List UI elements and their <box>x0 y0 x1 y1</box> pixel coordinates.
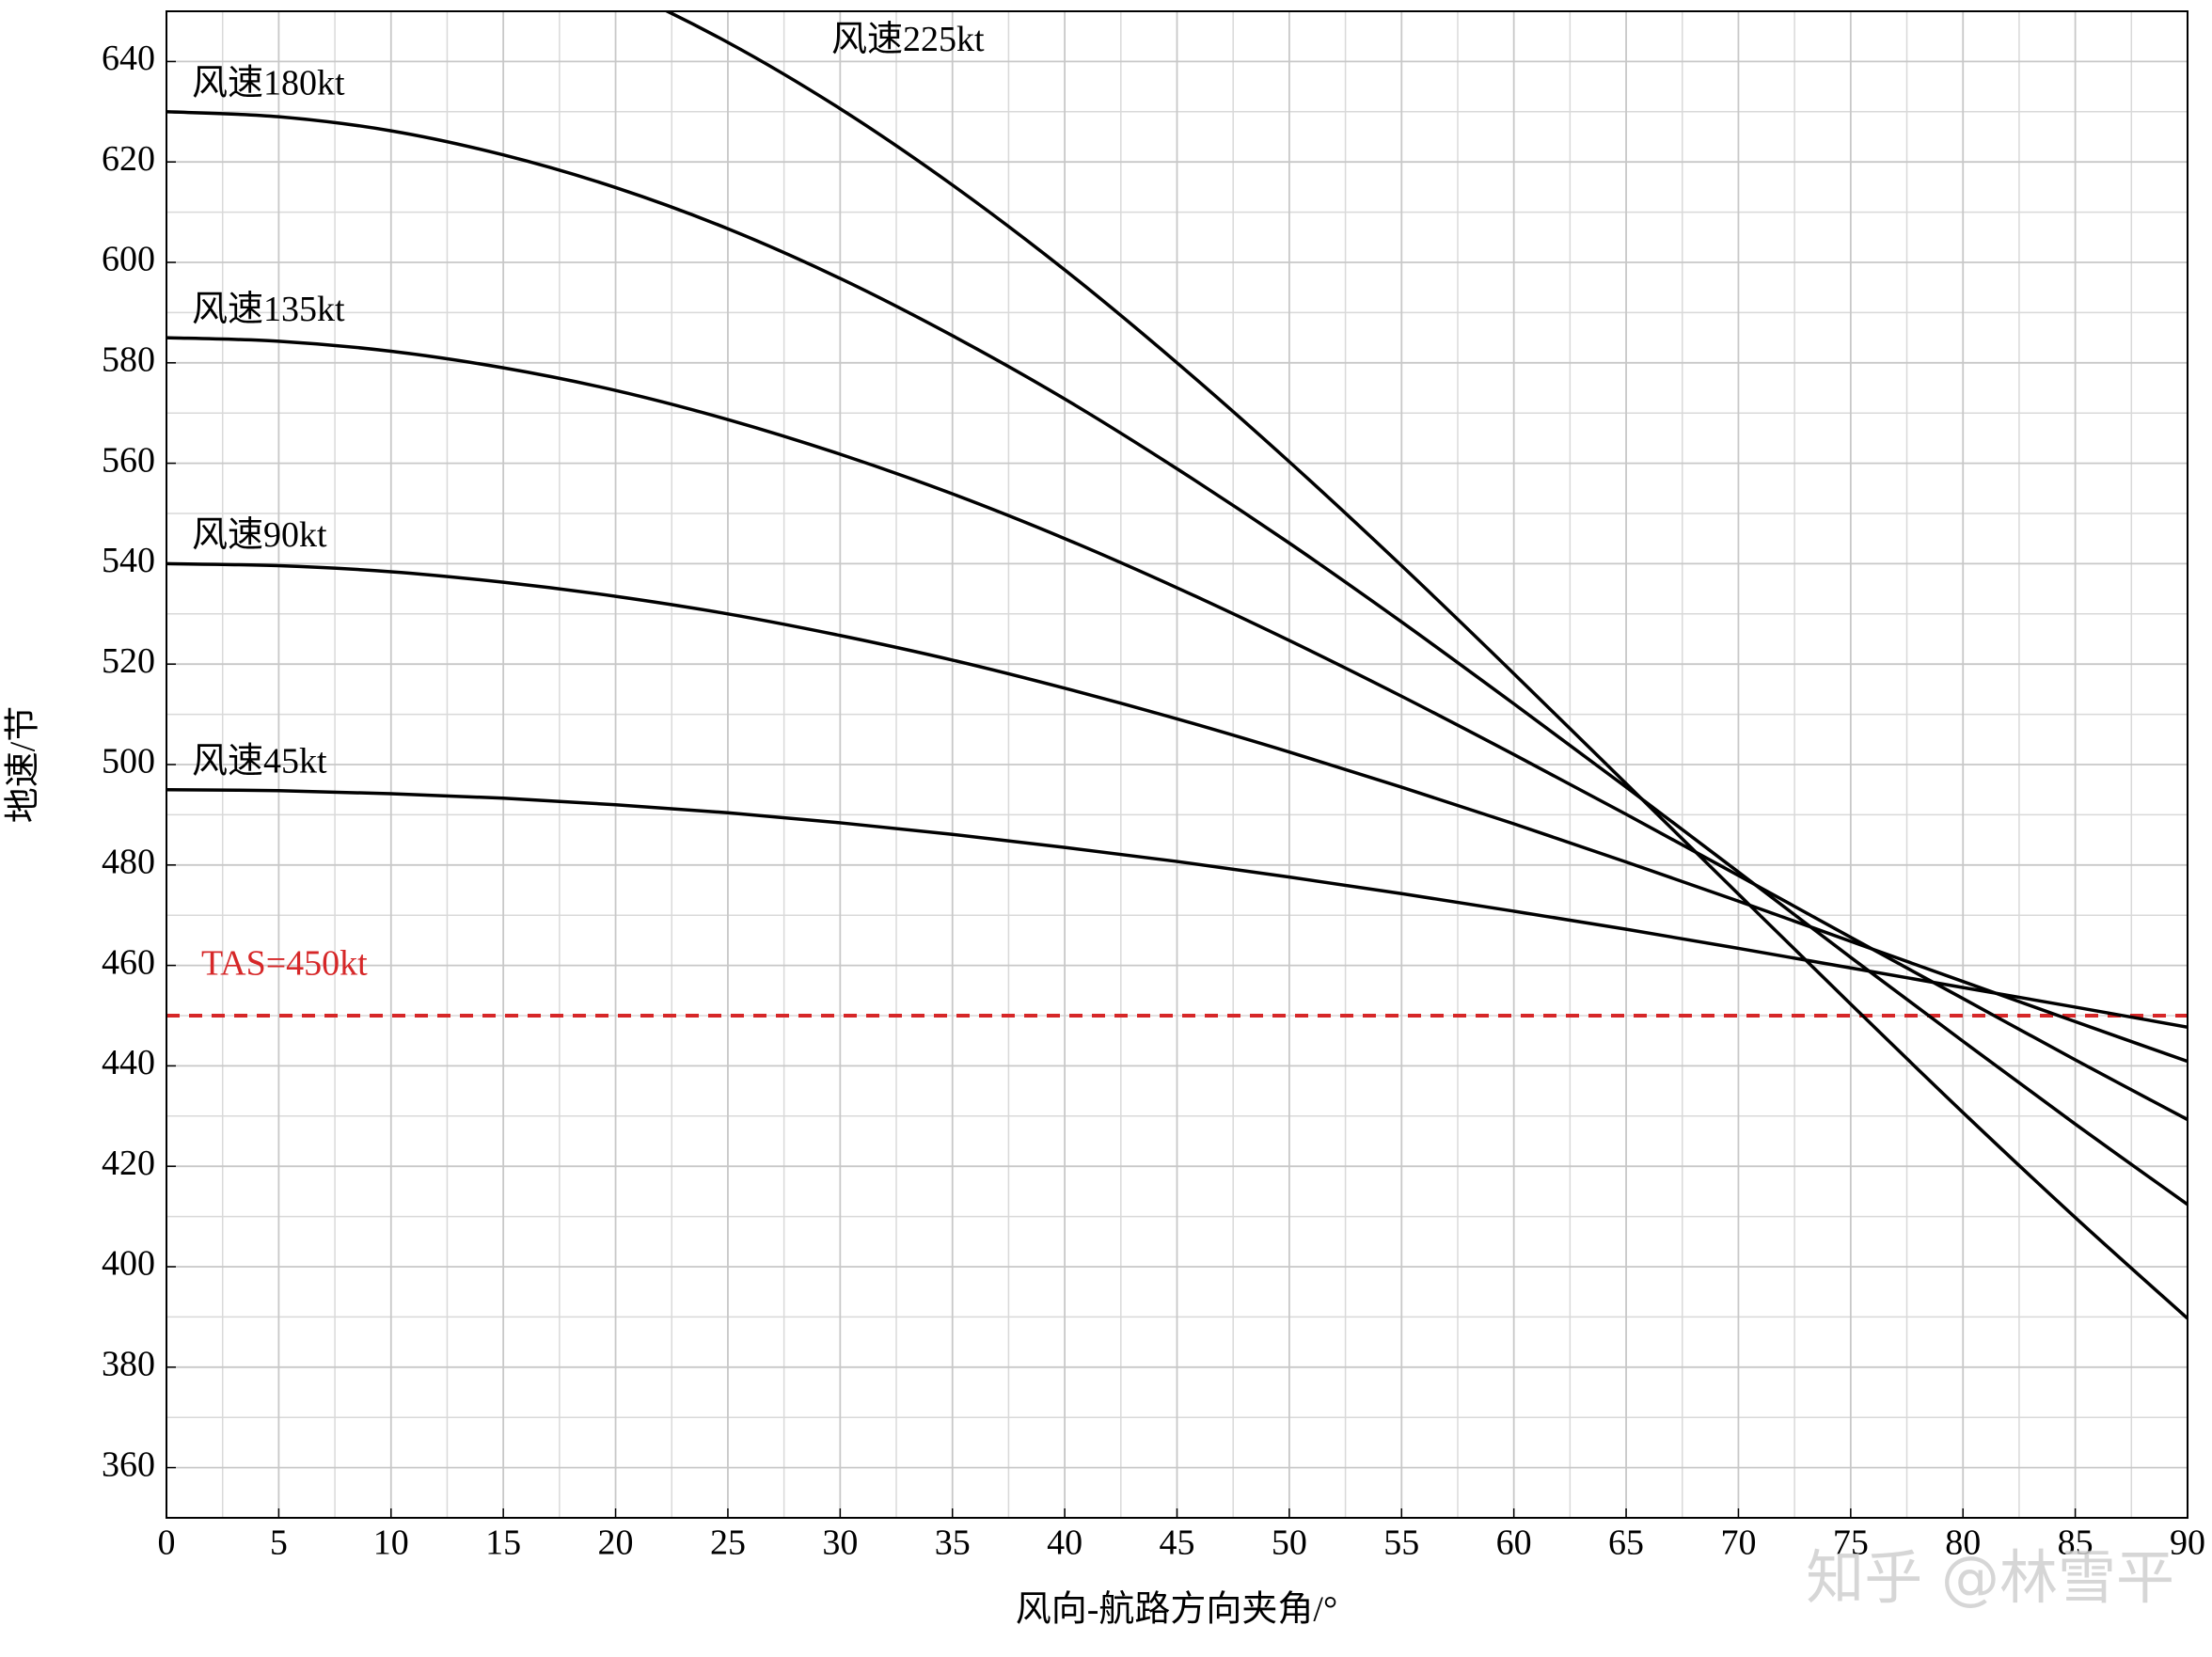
y-axis-title: 地速/节 <box>4 706 43 824</box>
x-tick-label: 80 <box>1945 1523 1981 1563</box>
x-tick-label: 65 <box>1608 1523 1644 1563</box>
x-tick-label: 60 <box>1496 1523 1532 1563</box>
x-tick-label: 50 <box>1272 1523 1307 1563</box>
series-label: 风速225kt <box>831 20 985 59</box>
y-tick-label: 500 <box>102 742 155 781</box>
grid <box>166 10 2188 1518</box>
y-tick-label: 560 <box>102 440 155 480</box>
watermark: 知乎 @林雪平 <box>1806 1543 2174 1612</box>
series-label: 风速90kt <box>192 515 327 555</box>
series-line <box>166 110 2188 1207</box>
x-tick-label: 75 <box>1833 1523 1869 1563</box>
series-line <box>166 561 2188 1064</box>
y-tick-label: 640 <box>102 39 155 78</box>
series-line <box>166 787 2188 1030</box>
x-tick-label: 15 <box>485 1523 521 1563</box>
x-tick-label: 25 <box>710 1523 746 1563</box>
plot-area <box>166 11 2188 1320</box>
y-tick-label: 620 <box>102 139 155 179</box>
x-tick-label: 0 <box>158 1523 176 1563</box>
x-axis-title: 风向-航路方向夹角/° <box>1016 1590 1337 1630</box>
y-tick-label: 400 <box>102 1244 155 1284</box>
y-tick-label: 580 <box>102 340 155 380</box>
y-tick-label: 520 <box>102 641 155 681</box>
x-tick-label: 5 <box>270 1523 288 1563</box>
series-label: 风速180kt <box>192 64 345 103</box>
x-tick-label: 30 <box>822 1523 858 1563</box>
y-tick-label: 360 <box>102 1444 155 1484</box>
x-tick-label: 40 <box>1047 1523 1082 1563</box>
series-line <box>166 336 2188 1122</box>
x-tick-label: 20 <box>598 1523 634 1563</box>
y-tick-label: 480 <box>102 843 155 882</box>
series-label: 风速135kt <box>192 290 345 329</box>
reference-label: TAS=450kt <box>201 944 368 984</box>
labels: 0 5 10 15 20 25 30 35 40 45 50 55 60 65 70 75 80 85 90 360 3… <box>102 20 2205 1563</box>
series-line <box>663 11 2188 1320</box>
y-tick-label: 460 <box>102 942 155 982</box>
x-tick-label: 10 <box>373 1523 409 1563</box>
x-tick-label: 90 <box>2170 1523 2205 1563</box>
x-tick-label: 85 <box>2058 1523 2094 1563</box>
series-label: 风速45kt <box>192 741 327 781</box>
y-tick-label: 600 <box>102 240 155 279</box>
x-tick-label: 45 <box>1160 1523 1195 1563</box>
y-tick-label: 540 <box>102 541 155 580</box>
x-tick-label: 70 <box>1720 1523 1756 1563</box>
x-tick-label: 35 <box>935 1523 971 1563</box>
y-tick-label: 420 <box>102 1144 155 1183</box>
y-tick-label: 380 <box>102 1345 155 1384</box>
y-tick-label: 440 <box>102 1043 155 1082</box>
x-tick-label: 55 <box>1383 1523 1419 1563</box>
